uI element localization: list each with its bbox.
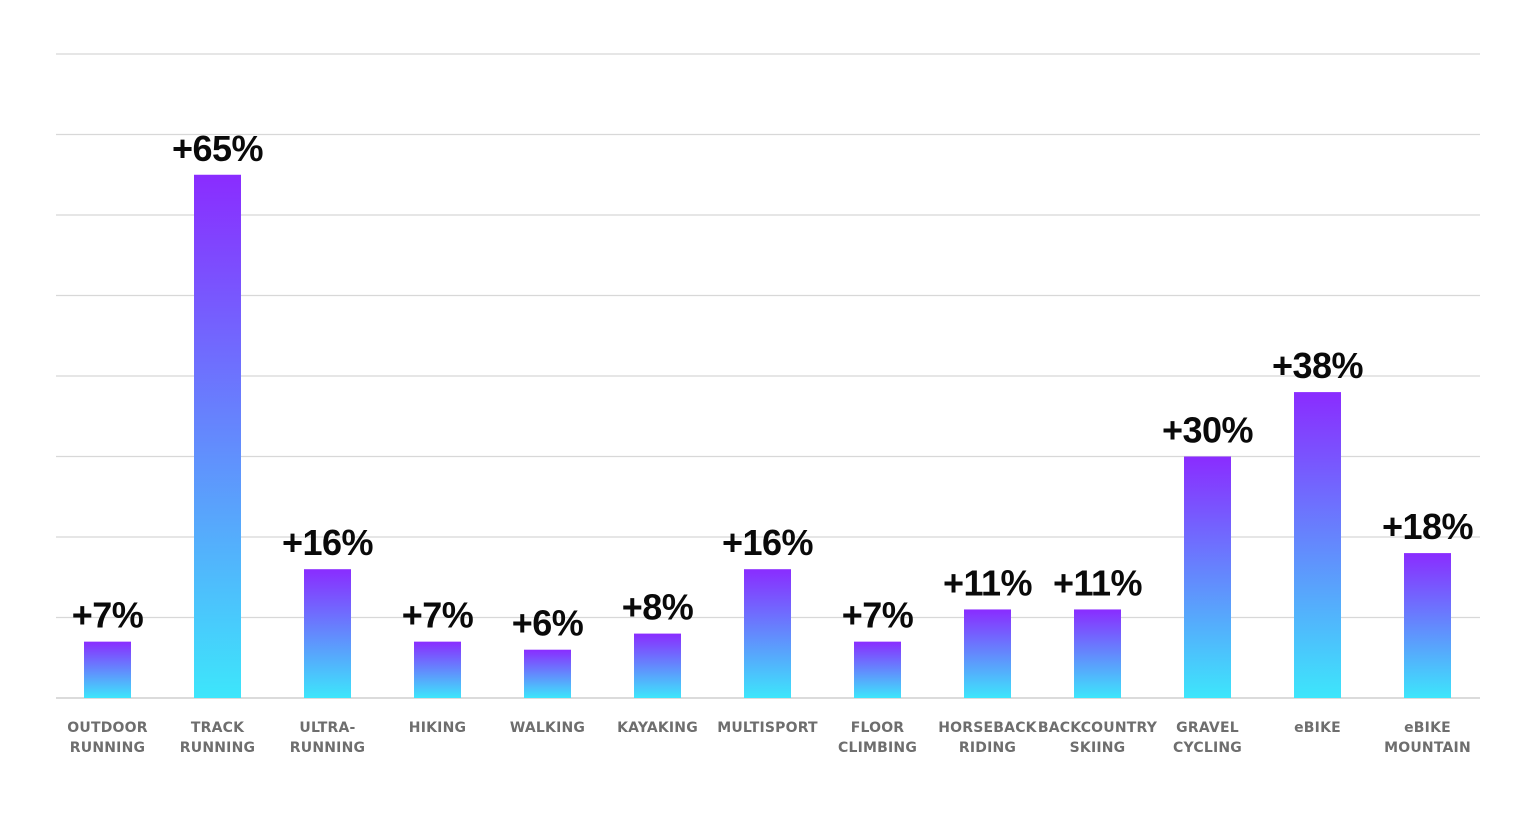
bar bbox=[1294, 392, 1341, 698]
data-label: +8% bbox=[622, 587, 694, 628]
x-tick-label: eBIKE MOUNTAIN bbox=[1384, 720, 1471, 756]
bar bbox=[304, 569, 351, 698]
data-label: +38% bbox=[1272, 345, 1364, 386]
data-label: +30% bbox=[1162, 410, 1254, 451]
x-tick-label: TRACK RUNNING bbox=[180, 720, 255, 756]
x-tick-label: BACKCOUNTRY SKIING bbox=[1038, 720, 1158, 756]
x-tick-label: WALKING bbox=[510, 720, 585, 736]
bar bbox=[84, 641, 131, 698]
value-labels: +7% +65% +16% +7% +6% +8% +16% +7% +11% +11% +30% +… bbox=[72, 128, 1474, 644]
x-tick-label: MULTISPORT bbox=[717, 720, 818, 736]
x-tick-label: OUTDOOR RUNNING bbox=[67, 720, 147, 756]
bar bbox=[634, 633, 681, 698]
bars bbox=[84, 174, 1451, 698]
data-label: +11% bbox=[943, 562, 1033, 603]
bar bbox=[1074, 609, 1121, 698]
bar bbox=[1404, 553, 1451, 698]
data-label: +6% bbox=[512, 603, 584, 644]
bar bbox=[744, 569, 791, 698]
x-tick-label: GRAVEL CYCLING bbox=[1173, 720, 1242, 756]
bar bbox=[414, 641, 461, 698]
bar bbox=[964, 609, 1011, 698]
x-tick-label: HORSEBACK RIDING bbox=[938, 720, 1037, 756]
x-tick-label: eBIKE bbox=[1294, 720, 1341, 736]
data-label: +65% bbox=[172, 128, 264, 169]
data-label: +16% bbox=[282, 522, 374, 563]
data-label: +7% bbox=[842, 595, 914, 636]
data-label: +7% bbox=[72, 595, 144, 636]
bar bbox=[524, 649, 571, 698]
x-tick-label: ULTRA-RUNNING bbox=[290, 720, 365, 756]
data-label: +11% bbox=[1053, 562, 1143, 603]
category-labels: OUTDOOR RUNNING TRACK RUNNING ULTRA-RUNNING H… bbox=[67, 720, 1471, 756]
data-label: +18% bbox=[1382, 506, 1474, 547]
data-label: +16% bbox=[722, 522, 814, 563]
x-tick-label: KAYAKING bbox=[617, 720, 698, 736]
x-tick-label: HIKING bbox=[409, 720, 466, 736]
x-tick-label: FLOOR CLIMBING bbox=[838, 720, 917, 756]
bar bbox=[1184, 456, 1231, 698]
gridlines bbox=[56, 53, 1480, 699]
bar bbox=[194, 174, 241, 698]
data-label: +7% bbox=[402, 595, 474, 636]
bar bbox=[854, 641, 901, 698]
